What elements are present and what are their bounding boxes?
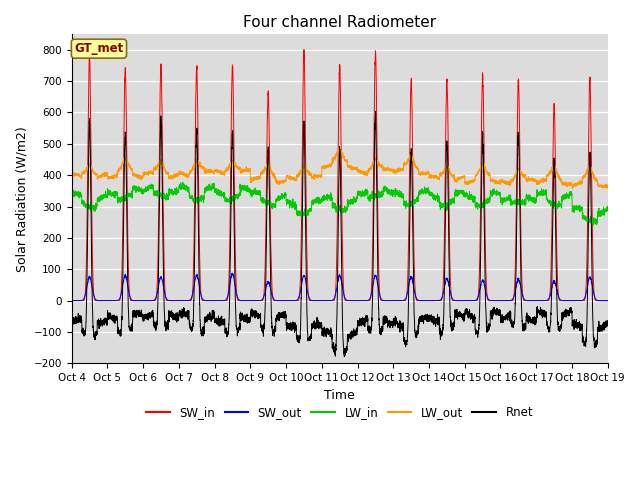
SW_in (604, 298, 611, 303)
SW_out (490, 298, 498, 303)
Y-axis label: Solar Radiation (W/m2): Solar Radiation (W/m2) (15, 126, 28, 272)
LW_out (336, 144, 344, 150)
LW_out (164, 171, 172, 177)
SW_out (430, 298, 438, 303)
Rnet (604, 319, 612, 325)
Rnet (340, 354, 348, 360)
SW_out (604, 298, 611, 303)
SW_out (320, 298, 328, 303)
LW_in (460, 188, 468, 193)
Line: SW_in: SW_in (72, 49, 608, 300)
SW_out (228, 270, 236, 276)
Rnet (319, 327, 327, 333)
Legend: SW_in, SW_out, LW_in, LW_out, Rnet: SW_in, SW_out, LW_in, LW_out, Rnet (141, 401, 538, 423)
LW_in (164, 196, 172, 202)
LW_out (68, 171, 76, 177)
LW_out (319, 165, 327, 171)
SW_in (320, 298, 328, 303)
Line: Rnet: Rnet (72, 112, 608, 357)
LW_out (604, 185, 611, 191)
Rnet (430, 317, 438, 323)
SW_in (430, 298, 438, 303)
LW_in (179, 179, 186, 185)
SW_out (164, 297, 172, 303)
SW_out (68, 298, 76, 303)
LW_in (68, 192, 76, 198)
SW_out (460, 298, 468, 303)
Rnet (372, 109, 380, 115)
SW_in (490, 298, 498, 303)
Title: Four channel Radiometer: Four channel Radiometer (243, 15, 436, 30)
Line: LW_in: LW_in (72, 182, 608, 225)
LW_in (604, 206, 611, 212)
Rnet (164, 324, 172, 330)
SW_out (604, 298, 612, 303)
Text: GT_met: GT_met (74, 42, 124, 55)
SW_in (68, 298, 76, 303)
LW_in (430, 194, 438, 200)
SW_in (164, 298, 172, 303)
Line: SW_out: SW_out (72, 273, 608, 300)
Rnet (68, 317, 76, 323)
LW_in (320, 197, 328, 203)
Rnet (460, 318, 468, 324)
LW_out (460, 175, 468, 180)
LW_out (490, 179, 498, 184)
LW_out (604, 183, 611, 189)
LW_out (430, 174, 438, 180)
Line: LW_out: LW_out (72, 147, 608, 188)
SW_in (604, 298, 612, 303)
Rnet (604, 322, 611, 327)
SW_in (300, 47, 308, 52)
LW_out (604, 183, 612, 189)
Rnet (490, 304, 498, 310)
LW_in (490, 191, 498, 197)
LW_in (604, 204, 612, 209)
LW_in (589, 222, 597, 228)
X-axis label: Time: Time (324, 389, 355, 402)
SW_in (460, 298, 468, 303)
